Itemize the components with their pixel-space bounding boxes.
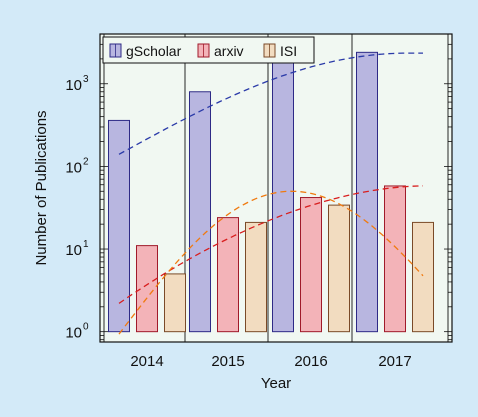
bar-isi-2015 <box>245 221 267 333</box>
y-tick-label-0: 10 <box>65 325 82 342</box>
bar-arxiv-2016 <box>300 197 322 333</box>
legend-label-arxiv: arxiv <box>214 43 244 59</box>
bar-gscholar-2016 <box>272 58 294 333</box>
x-tick-label-2015: 2015 <box>211 353 244 370</box>
y-tick-label-3: 10 <box>65 77 82 94</box>
bar-arxiv-2017 <box>384 185 406 333</box>
bar-gscholar-2014 <box>108 119 130 333</box>
x-tick-label-2014: 2014 <box>130 353 163 370</box>
fit-curve-gscholar <box>118 52 423 155</box>
legend-label-isi: ISI <box>280 43 297 59</box>
fit-curve-isi <box>118 190 424 335</box>
y-tick-label-2: 10 <box>65 159 82 176</box>
bar-isi-2014 <box>164 273 186 333</box>
y-tick-label-1: 10 <box>65 242 82 259</box>
fit-curves <box>118 52 424 335</box>
legend-label-gscholar: gScholar <box>126 43 182 59</box>
x-tick-label-2017: 2017 <box>378 353 411 370</box>
y-tick-exponent-2: 2 <box>83 156 89 167</box>
y-tick-exponent-1: 1 <box>83 239 89 250</box>
x-tick-labels: 2014 2015 2016 2017 <box>130 353 411 370</box>
x-tick-label-2016: 2016 <box>294 353 327 370</box>
legend: gScholar arxiv ISI <box>102 36 315 64</box>
bar-isi-2016 <box>328 204 350 333</box>
y-axis-ticks <box>100 33 452 341</box>
bar-gscholar-2015 <box>189 91 211 333</box>
bar-arxiv-2014 <box>136 245 158 333</box>
bar-arxiv-2015 <box>217 217 239 333</box>
y-axis-label: Number of Publications <box>33 110 50 265</box>
bars <box>108 51 434 333</box>
y-tick-exponent-3: 3 <box>83 74 89 85</box>
x-axis-label: Year <box>261 375 291 392</box>
y-tick-exponent-0: 0 <box>83 322 89 333</box>
bar-isi-2017 <box>412 221 434 333</box>
